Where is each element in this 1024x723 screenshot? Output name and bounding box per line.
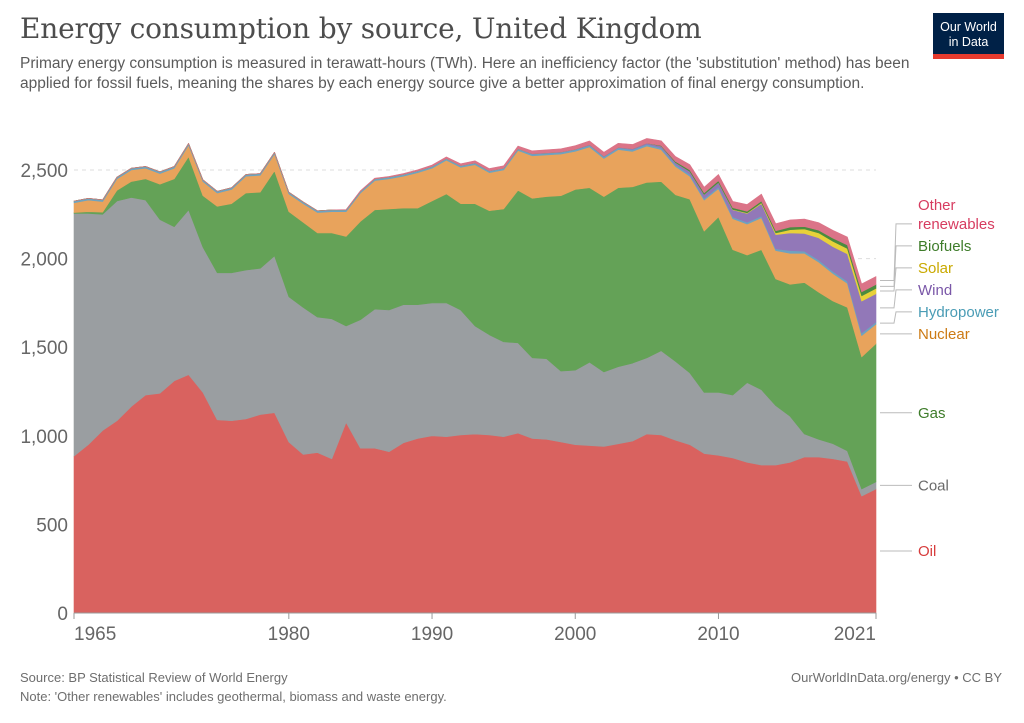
chart-title: Energy consumption by source, United Kin… [20,12,702,45]
source-note: Source: BP Statistical Review of World E… [20,670,288,685]
legend-label-nuclear[interactable]: Nuclear [918,326,970,343]
legend-label-solar[interactable]: Solar [918,260,953,277]
y-tick-label: 0 [57,604,68,625]
legend-label-hydropower[interactable]: Hydropower [918,304,999,321]
y-tick-label: 500 [36,515,68,536]
legend-label-coal[interactable]: Coal [918,477,949,494]
logo-line-2: in Data [948,35,989,49]
legend-label-gas[interactable]: Gas [918,405,946,422]
legend-label-biofuels[interactable]: Biofuels [918,238,971,255]
owid-logo[interactable]: Our World in Data [933,13,1004,59]
logo-line-1: Our World [940,20,997,34]
x-tick-label: 1980 [268,624,310,645]
legend-label-wind[interactable]: Wind [918,282,952,299]
legend-connector [880,267,912,292]
legend-connector [880,289,912,309]
x-tick-label: 2000 [554,624,596,645]
y-tick-label: 1,500 [20,338,68,359]
footnote: Note: 'Other renewables' includes geothe… [20,689,447,704]
legend: Oil Coal Gas Nuclear Hydropower Wind Solar Biof… [880,197,999,560]
legend-connector [880,223,912,281]
y-tick-label: 2,000 [20,250,68,271]
x-tick-label: 1990 [411,624,453,645]
x-tick-label: 1965 [74,624,116,645]
y-tick-label: 2,500 [20,161,68,182]
area-series-group [73,138,877,614]
axes: 0 500 1,000 1,500 2,000 2,500 1965 1980 1990 2000… [20,161,877,645]
x-tick-label: 2010 [697,624,739,645]
legend-label-oil[interactable]: Oil [918,543,936,560]
legend-label-other-renewables[interactable]: Other renewables [918,197,995,233]
credit-link[interactable]: OurWorldInData.org/energy • CC BY [791,670,1002,685]
x-tick-label: 2021 [834,624,876,645]
area-other-renewables[interactable] [73,138,877,293]
y-tick-label: 1,000 [20,427,68,448]
chart-subtitle: Primary energy consumption is measured i… [20,55,910,92]
legend-connector [880,311,912,324]
